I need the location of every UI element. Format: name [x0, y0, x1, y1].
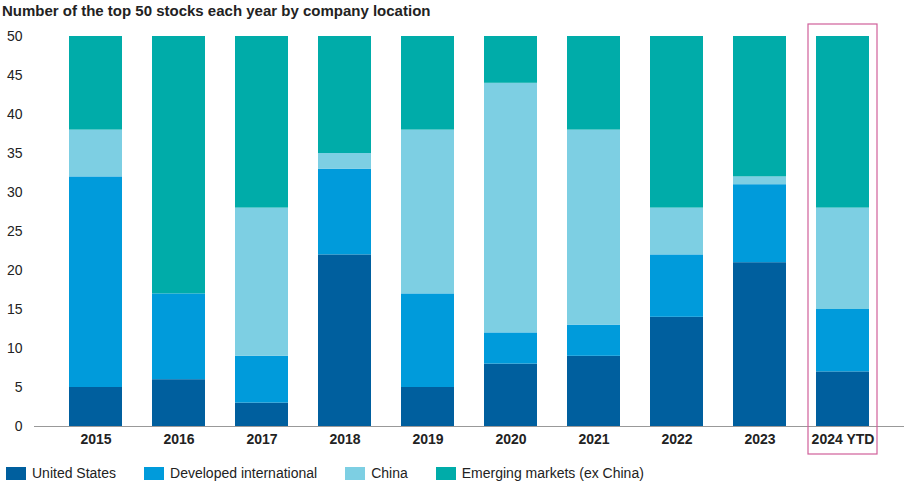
- html-text:Emerging markets (ex China): Emerging markets (ex China): [461, 465, 644, 481]
- svg-text:2024 YTD: 2024 YTD: [812, 431, 875, 447]
- svg-text:40: 40: [7, 106, 23, 122]
- html-text:Number of the top 50 stocks ea: Number of the top 50 stocks each year by…: [2, 2, 431, 19]
- svg-text:2020: 2020: [495, 431, 526, 447]
- svg-text:2016: 2016: [163, 431, 194, 447]
- svg-text:50: 50: [7, 28, 23, 44]
- svg-text:15: 15: [7, 301, 23, 317]
- svg-text:35: 35: [7, 145, 23, 161]
- svg-text:2019: 2019: [412, 431, 443, 447]
- svg-text:25: 25: [7, 223, 23, 239]
- svg-text:2023: 2023: [744, 431, 775, 447]
- svg-text:45: 45: [7, 67, 23, 83]
- svg-text:5: 5: [15, 379, 23, 395]
- svg-text:30: 30: [7, 184, 23, 200]
- svg-text:2022: 2022: [661, 431, 692, 447]
- svg-text:2015: 2015: [80, 431, 111, 447]
- html-text:China: China: [371, 465, 408, 481]
- html-text:United States: United States: [32, 465, 117, 481]
- svg-text:2017: 2017: [246, 431, 277, 447]
- svg-text:2018: 2018: [329, 431, 360, 447]
- svg-text:10: 10: [7, 340, 23, 356]
- html-text:Developed international: Developed international: [170, 465, 318, 481]
- svg-text:2021: 2021: [578, 431, 609, 447]
- svg-text:0: 0: [15, 418, 23, 434]
- svg-text:20: 20: [7, 262, 23, 278]
